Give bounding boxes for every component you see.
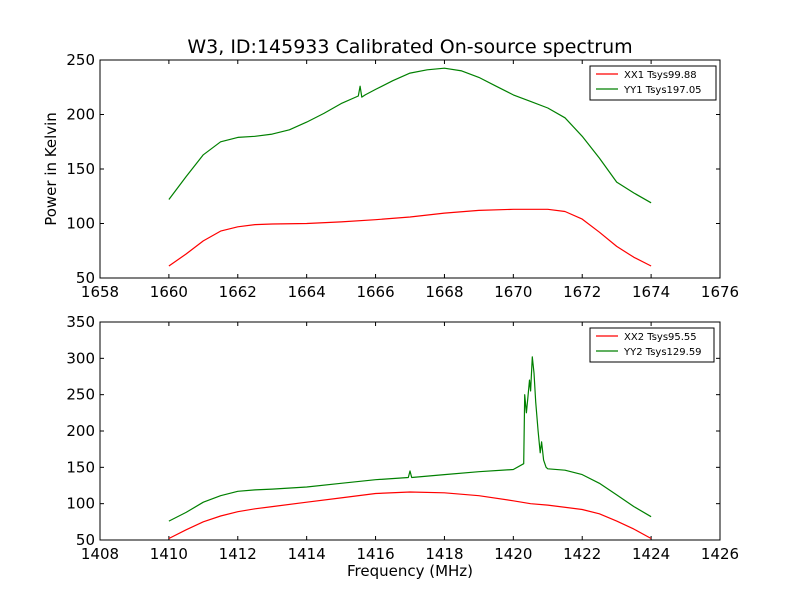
x-tick-label: 1416	[356, 545, 394, 563]
x-tick-label: 1666	[356, 283, 394, 301]
x-tick-label: 1676	[701, 283, 739, 301]
x-tick-label: 1672	[563, 283, 601, 301]
x-tick-label: 1668	[425, 283, 463, 301]
bottom-panel: Frequency (MHz) 1408 1410 1412 1414 1416 1418…	[66, 313, 739, 580]
x-axis-label: Frequency (MHz)	[347, 562, 473, 580]
y-tick-label: 50	[76, 531, 95, 549]
y-tick-label: 100	[66, 215, 95, 233]
legend-bottom: XX2 Tsys95.55 YY2 Tsys129.59	[589, 327, 715, 363]
top-panel: W3, ID:145933 Calibrated On-source spect…	[42, 36, 739, 301]
y-tick-label: 200	[66, 422, 95, 440]
y-tick-label: 150	[66, 160, 95, 178]
y-axis-label: Power in Kelvin	[42, 112, 60, 226]
x-tick-label: 1414	[288, 545, 326, 563]
y-tick-label: 250	[66, 386, 95, 404]
x-tick-label: 1660	[150, 283, 188, 301]
x-tick-label: 1674	[632, 283, 670, 301]
x-tick-label: 1420	[494, 545, 532, 563]
y-tick-label: 350	[66, 313, 95, 331]
x-tick-label: 1664	[288, 283, 326, 301]
legend-box	[589, 327, 715, 363]
x-tick-label: 1426	[701, 545, 739, 563]
x-tick-label: 1670	[494, 283, 532, 301]
x-tick-label: 1422	[563, 545, 601, 563]
legend-label-yy1: YY1 Tsys197.05	[623, 85, 702, 96]
x-tick-label: 1410	[150, 545, 188, 563]
y-tick-label: 100	[66, 495, 95, 513]
chart-title: W3, ID:145933 Calibrated On-source spect…	[187, 36, 632, 58]
series-line-xx1	[168, 208, 652, 267]
y-tick-label: 200	[66, 106, 95, 124]
series-line-xx2	[168, 491, 652, 540]
series-line-yy1	[168, 67, 652, 204]
y-tick-label: 150	[66, 458, 95, 476]
x-tick-label: 1418	[425, 545, 463, 563]
legend-label-xx2: XX2 Tsys95.55	[624, 332, 697, 343]
legend-box	[589, 65, 717, 101]
legend-top: XX1 Tsys99.88 YY1 Tsys197.05	[589, 65, 717, 101]
x-tick-label: 1412	[219, 545, 257, 563]
y-tick-label: 250	[66, 51, 95, 69]
legend-label-yy2: YY2 Tsys129.59	[623, 347, 702, 358]
legend-label-xx1: XX1 Tsys99.88	[624, 70, 697, 81]
x-tick-label: 1662	[219, 283, 257, 301]
plot-frame-top	[99, 59, 721, 279]
x-tick-label: 1658	[81, 283, 119, 301]
x-tick-label: 1424	[632, 545, 670, 563]
x-tick-label: 1408	[81, 545, 119, 563]
series-line-yy2	[168, 356, 652, 522]
plot-frame-bottom	[99, 321, 721, 541]
y-tick-label: 50	[76, 269, 95, 287]
y-tick-label: 300	[66, 349, 95, 367]
